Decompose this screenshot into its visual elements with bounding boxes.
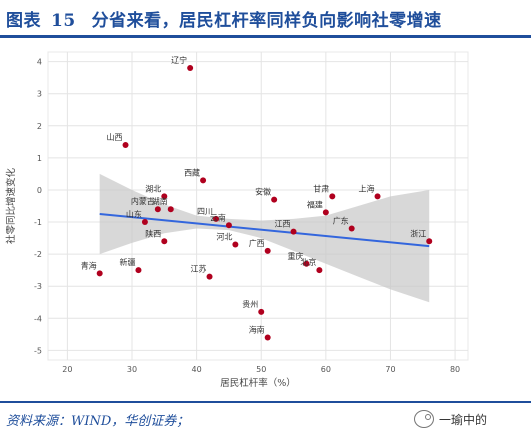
fit-line [99,213,430,248]
x-tick-label: 40 [192,365,202,374]
point-label: 江西 [275,220,291,229]
point-label: 北京 [300,257,316,267]
x-tick-label: 50 [256,365,266,374]
data-point [290,228,297,235]
data-point [206,273,213,280]
data-point [426,238,433,245]
point-label: 河北 [216,232,232,242]
wechat-icon [414,410,434,428]
data-point [154,206,161,213]
data-point [161,238,168,245]
data-point [96,270,103,277]
x-tick-label: 20 [62,365,72,374]
y-tick-label: -2 [34,250,42,259]
data-point [122,142,129,149]
y-tick-label: 2 [37,122,42,131]
point-label: 福建 [307,199,323,209]
y-tick-label: -4 [34,314,42,323]
point-label: 湖南 [152,196,168,206]
data-point [167,206,174,213]
data-point [161,193,168,200]
y-axis-label: 社零同比增速变化 [5,168,17,245]
data-point [374,193,381,200]
y-tick-label: -3 [34,282,42,291]
data-point [322,209,329,216]
point-label: 重庆 [287,251,303,261]
scatter-chart: 20 30 40 50 60 70 80 -5 -4 -3 -2 -1 0 1 2 3 4 辽宁山西西藏湖北内蒙古… [5,51,469,389]
figure-title-text: 分省来看，居民杠杆率同样负向影响社零增速 [91,11,442,31]
y-tick-label: 3 [37,90,42,99]
data-point [213,215,219,222]
figure-title: 图表 15 分省来看，居民杠杆率同样负向影响社零增速 [6,6,442,31]
data-point [303,260,310,267]
figure-number: 15 [51,11,76,31]
point-label: 贵州 [242,299,258,309]
data-point [271,196,278,203]
point-label: 浙江 [410,228,426,238]
watermark: 一瑜中的 [414,408,526,430]
point-label: 山东 [126,209,142,219]
point-label: 四川 [197,207,213,216]
y-tick-label: 1 [37,154,42,163]
point-label: 上海 [359,183,375,193]
watermark-text: 一瑜中的 [439,412,488,427]
point-label: 湖北 [145,184,161,193]
data-point [232,241,239,248]
data-point [316,267,323,274]
point-label: 陕西 [145,228,161,238]
data-point [187,65,194,72]
x-tick-label: 30 [127,365,137,374]
y-tick-label: -1 [34,218,42,227]
point-label: 广西 [249,238,265,248]
figure-label: 图表 [6,11,41,31]
data-point [200,177,207,184]
point-label: 海南 [249,325,265,335]
y-tick-label: 4 [37,58,42,67]
y-tick-label: 0 [37,186,42,195]
point-label: 山西 [107,132,123,142]
point-label: 江苏 [191,264,207,274]
data-point [264,334,271,341]
point-label: 安徽 [255,187,271,197]
data-point [348,225,355,232]
footer-divider [0,401,531,403]
confidence-band [99,173,430,303]
point-label: 新疆 [119,257,135,267]
source-note: 资料来源：WIND，华创证券； [6,414,190,429]
point-label: 甘肃 [313,183,329,193]
x-tick-label: 80 [450,365,460,374]
point-label: 辽宁 [171,55,187,65]
point-label: 云南 [210,212,226,222]
y-tick-label: -5 [34,346,42,355]
x-tick-label: 60 [321,365,331,374]
point-label: 内蒙古 [131,196,155,206]
report-header: 图表 15 分省来看，居民杠杆率同样负向影响社零增速 [0,0,531,38]
x-tick-label: 70 [385,365,395,374]
x-axis-label: 居民杠杆率（%） [220,377,296,389]
data-point [258,308,265,315]
data-point [329,193,336,200]
data-point [225,222,232,229]
point-label: 青海 [81,260,97,270]
data-point [141,219,148,226]
point-label: 广东 [333,215,349,225]
point-label: 西藏 [184,167,200,177]
data-point [135,267,142,274]
data-point [264,247,271,254]
